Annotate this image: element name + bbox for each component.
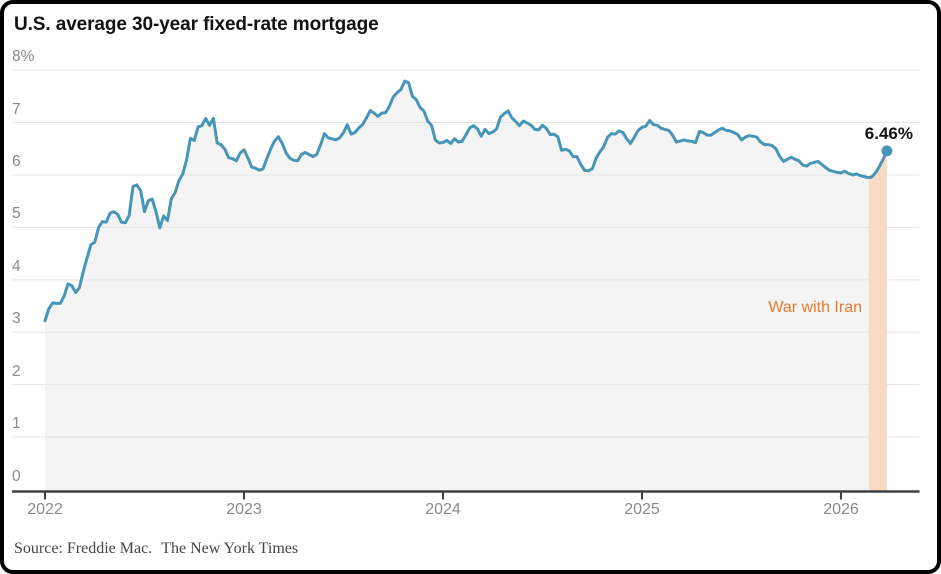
y-axis-tick-label: 0: [12, 467, 21, 485]
war-band-annotation-label: War with Iran: [768, 299, 862, 316]
source-text: Source: Freddie Mac.: [14, 540, 153, 557]
x-axis-tick-label: 2026: [823, 501, 859, 518]
chart-title: U.S. average 30-year fixed-rate mortgage: [14, 14, 379, 35]
y-axis-tick-label: 4: [12, 257, 21, 275]
mortgage-rate-chart-svg: [12, 69, 920, 500]
war-band: [868, 104, 887, 492]
area-fill: [45, 81, 887, 492]
y-axis-tick-label: 7: [12, 100, 21, 118]
end-point-dot: [881, 145, 893, 157]
source-attribution: Source: Freddie Mac. The New York Times: [14, 540, 298, 558]
y-axis-tick-label: 1: [12, 415, 21, 433]
credit-text: The New York Times: [161, 540, 299, 557]
x-axis-tick-label: 2023: [226, 501, 262, 518]
y-axis-tick-label: 2: [12, 362, 21, 380]
rate-line: [43, 79, 889, 323]
y-axis-tick-label: 8%: [12, 48, 35, 66]
x-axis-tick-label: 2024: [425, 501, 461, 518]
y-axis-tick-label: 5: [12, 205, 21, 223]
y-axis-tick-label: 3: [12, 310, 21, 328]
mortgage-rate-chart: [4, 4, 937, 570]
x-axis-tick-label: 2025: [624, 501, 660, 518]
y-axis-tick-label: 6: [12, 152, 21, 170]
latest-rate-value-label: 6.46%: [864, 124, 913, 143]
x-axis-tick-label: 2022: [27, 501, 63, 518]
